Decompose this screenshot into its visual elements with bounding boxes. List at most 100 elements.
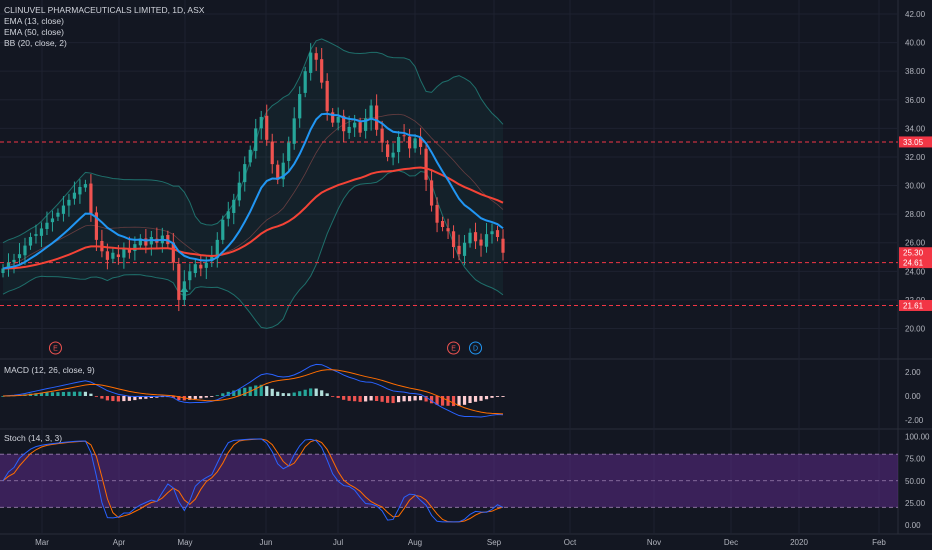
x-tick-label: Jul	[333, 538, 343, 547]
macd-histogram-bar	[490, 396, 494, 398]
candle-body	[325, 80, 329, 112]
macd-histogram-bar	[171, 396, 175, 398]
candle-body	[490, 231, 494, 235]
candle-body	[226, 211, 230, 219]
candle	[122, 242, 126, 269]
event-marker-label: E	[53, 346, 58, 353]
macd-tick-label: 0.00	[905, 392, 921, 401]
macd-histogram-bar	[50, 392, 55, 396]
macd-histogram-bar	[226, 391, 230, 396]
y-tick-label: 40.00	[905, 39, 926, 48]
candle-body	[39, 228, 44, 236]
candle-body	[34, 234, 38, 236]
candle-body	[276, 164, 280, 180]
candle-body	[138, 238, 142, 246]
macd-histogram-bar	[144, 396, 148, 399]
candle	[50, 210, 55, 232]
candle	[259, 110, 263, 140]
candle-body	[462, 242, 467, 256]
candle-body	[270, 141, 274, 165]
event-marker: E	[48, 341, 62, 355]
candle	[462, 235, 467, 266]
macd-histogram-bar	[281, 393, 285, 396]
price-tag-bg	[899, 136, 932, 148]
macd-histogram-bar	[265, 386, 269, 396]
candle-body	[314, 53, 318, 60]
candle	[177, 257, 181, 312]
event-marker-circle	[447, 341, 461, 355]
candle	[254, 118, 258, 159]
candle	[468, 228, 472, 248]
candle-body	[380, 128, 384, 143]
candle-body	[67, 199, 71, 206]
candle	[386, 140, 390, 162]
macd-histogram-bar	[484, 396, 489, 400]
candle-body	[265, 115, 269, 140]
candle-body	[111, 252, 115, 259]
macd-histogram-bar	[254, 385, 258, 396]
candle-body	[116, 254, 120, 258]
candle	[111, 248, 115, 264]
y-tick-label: 26.00	[905, 239, 926, 248]
candle	[78, 179, 82, 204]
macd-histogram-bar	[111, 396, 115, 402]
candle-body	[303, 71, 307, 93]
candle-body	[309, 52, 313, 73]
candle-body	[12, 259, 16, 263]
price-tag-bg	[899, 247, 932, 259]
candle	[320, 48, 324, 89]
candle-body	[413, 138, 417, 149]
macd-histogram-bar	[407, 396, 412, 402]
y-tick-label: 28.00	[905, 210, 926, 219]
candle-body	[199, 264, 203, 269]
macd-histogram-bar	[138, 396, 142, 400]
x-tick-label: Oct	[564, 538, 577, 547]
candle	[39, 222, 44, 248]
stoch-k-line	[2, 438, 504, 523]
candle	[501, 229, 505, 261]
macd-histogram-bar	[353, 396, 357, 402]
macd-histogram-bar	[418, 396, 423, 401]
macd-histogram-bar	[440, 396, 445, 406]
candle	[243, 156, 247, 192]
candle-body	[259, 116, 263, 129]
macd-histogram-bar	[303, 389, 307, 396]
macd-histogram-bar	[369, 396, 373, 401]
candle	[1, 264, 5, 278]
legend-stoch: Stoch (14, 3, 3)	[4, 433, 63, 443]
macd-histogram-bar	[67, 391, 71, 396]
candle-body	[50, 218, 55, 223]
candle	[23, 237, 27, 265]
candle	[12, 253, 16, 274]
macd-histogram-bar	[325, 393, 329, 396]
candle	[413, 134, 417, 153]
candle	[375, 94, 379, 136]
macd-histogram-bar	[287, 393, 291, 396]
candle	[451, 225, 456, 259]
price-tag: 25.30	[899, 247, 932, 259]
candle	[440, 216, 445, 232]
candle-body	[407, 136, 412, 149]
candle-body	[133, 244, 137, 252]
candle	[479, 233, 483, 257]
candle	[237, 171, 241, 207]
x-tick-label: Mar	[35, 538, 49, 547]
candle-body	[418, 137, 423, 147]
macd-histogram-bar	[462, 396, 467, 405]
x-tick-label: Aug	[408, 538, 422, 547]
x-tick-label: Feb	[872, 538, 886, 547]
candle	[28, 232, 33, 250]
macd-histogram-bar	[342, 396, 346, 400]
candle-body	[479, 239, 483, 246]
macd-line	[2, 363, 504, 418]
candle	[292, 107, 296, 150]
x-tick-label: 2020	[790, 538, 808, 547]
candle	[457, 234, 461, 261]
buy-arrow-icon	[180, 286, 189, 296]
candle	[94, 206, 99, 252]
macd-histogram-bar	[336, 396, 340, 398]
x-tick-label: Apr	[113, 538, 126, 547]
macd-histogram-bar	[495, 396, 500, 397]
